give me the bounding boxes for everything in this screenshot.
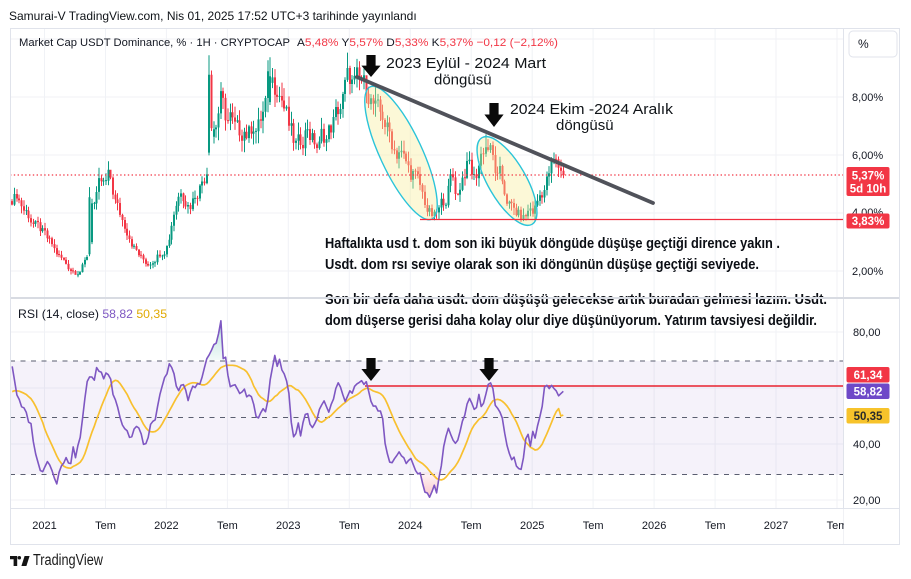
- svg-text:Tem: Tem: [461, 520, 482, 532]
- svg-text:döngüsü: döngüsü: [434, 72, 492, 89]
- svg-text:%: %: [858, 37, 869, 51]
- svg-text:Son bir defa daha usdt. dom dü: Son bir defa daha usdt. dom düşüşü gelec…: [325, 292, 827, 308]
- svg-text:Tem: Tem: [583, 520, 604, 532]
- svg-text:80,00: 80,00: [853, 327, 881, 339]
- svg-text:dom düşerse gerisi daha kolay: dom düşerse gerisi daha kolay olur diye …: [325, 313, 817, 329]
- svg-text:döngüsü: döngüsü: [556, 117, 614, 134]
- svg-text:2,00%: 2,00%: [852, 266, 883, 278]
- svg-text:2022: 2022: [154, 520, 178, 532]
- svg-text:2027: 2027: [764, 520, 788, 532]
- svg-text:2026: 2026: [642, 520, 666, 532]
- svg-text:Usdt. dom rsı seviye olarak so: Usdt. dom rsı seviye olarak son iki döng…: [325, 257, 759, 273]
- svg-text:2023: 2023: [276, 520, 300, 532]
- svg-text:50,35: 50,35: [854, 411, 883, 423]
- svg-text:61,34: 61,34: [854, 370, 883, 382]
- svg-text:5,37%: 5,37%: [852, 171, 885, 183]
- svg-text:Tem: Tem: [217, 520, 238, 532]
- svg-text:40,00: 40,00: [853, 439, 881, 451]
- svg-text:Tem: Tem: [705, 520, 726, 532]
- svg-text:Tem: Tem: [339, 520, 360, 532]
- svg-text:5d 10h: 5d 10h: [850, 184, 886, 196]
- svg-text:2021: 2021: [32, 520, 56, 532]
- svg-text:Tem: Tem: [827, 520, 848, 532]
- svg-text:2025: 2025: [520, 520, 544, 532]
- svg-text:2023 Eylül - 2024 Mart: 2023 Eylül - 2024 Mart: [386, 55, 547, 72]
- svg-text:Tem: Tem: [95, 520, 116, 532]
- svg-text:2024: 2024: [398, 520, 422, 532]
- svg-text:Haftalıkta usd t. dom son iki: Haftalıkta usd t. dom son iki büyük döng…: [325, 236, 780, 252]
- svg-text:A5,48% Y5,57% D5,33% K5,37%: A5,48% Y5,57% D5,33% K5,37% −0,12 (−2,12…: [297, 37, 558, 49]
- svg-text:58,82: 58,82: [854, 387, 883, 399]
- svg-text:3,83%: 3,83%: [852, 216, 885, 228]
- svg-text:RSI (14, close) 58,82 50,35: RSI (14, close) 58,82 50,35: [18, 308, 167, 321]
- svg-text:2024 Ekim -2024 Aralık: 2024 Ekim -2024 Aralık: [510, 101, 674, 118]
- svg-text:20,00: 20,00: [853, 495, 881, 507]
- svg-text:8,00%: 8,00%: [852, 92, 883, 104]
- svg-text:Market Cap USDT Dominance, % ·: Market Cap USDT Dominance, % · 1H · CRYP…: [19, 37, 290, 49]
- svg-text:6,00%: 6,00%: [852, 150, 883, 162]
